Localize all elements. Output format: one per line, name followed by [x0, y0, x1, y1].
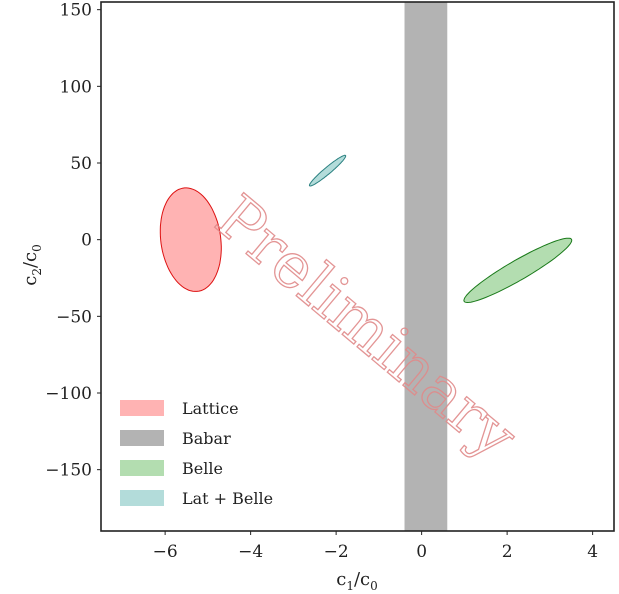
y-axis-label: c2/c0: [20, 244, 44, 286]
x-tick-label: −2: [324, 542, 349, 562]
x-axis-label: c1/c0: [336, 569, 378, 593]
x-tick-label: −4: [238, 542, 263, 562]
region-babar: [404, 2, 448, 531]
y-tick-label: −50: [56, 307, 92, 327]
x-axis: −6 −4 −2 0 2 4: [153, 531, 598, 562]
x-label-sub0: 0: [370, 579, 378, 593]
legend-label: Lat + Belle: [182, 489, 273, 508]
x-label-sub1: 1: [346, 579, 354, 593]
x-label-slash: /c: [354, 569, 370, 590]
y-label-sub2: 2: [30, 268, 44, 276]
y-tick-label: −150: [45, 461, 92, 481]
legend-label: Babar: [182, 429, 231, 448]
y-label-sub0: 0: [30, 244, 44, 252]
x-tick-label: 0: [416, 542, 427, 562]
legend-swatch: [120, 460, 164, 476]
region-lat-belle: [308, 154, 347, 187]
x-tick-label: −6: [153, 542, 178, 562]
legend-label: Lattice: [182, 399, 239, 418]
ellipse-layer: [159, 154, 573, 304]
plot-frame: [100, 1, 615, 532]
x-tick-label: 2: [502, 542, 513, 562]
y-label-slash: /c: [20, 252, 41, 268]
watermark-text: Preliminary: [202, 181, 531, 473]
band-layer: [404, 2, 448, 531]
y-tick-label: 0: [81, 231, 92, 251]
region-belle: [463, 237, 573, 304]
y-axis: 150 100 50 0 −50 −100 −150: [45, 1, 101, 481]
x-tick-label: 4: [587, 542, 598, 562]
y-tick-label: −100: [45, 384, 92, 404]
legend-label: Belle: [182, 459, 223, 478]
y-tick-label: 100: [60, 77, 92, 97]
y-tick-label: 50: [70, 154, 92, 174]
legend-swatch: [120, 400, 164, 416]
legend-swatch: [120, 430, 164, 446]
y-tick-label: 150: [60, 1, 92, 21]
region-lattice: [159, 187, 222, 292]
legend-swatch: [120, 490, 164, 506]
legend: Lattice Babar Belle Lat + Belle: [120, 399, 273, 508]
